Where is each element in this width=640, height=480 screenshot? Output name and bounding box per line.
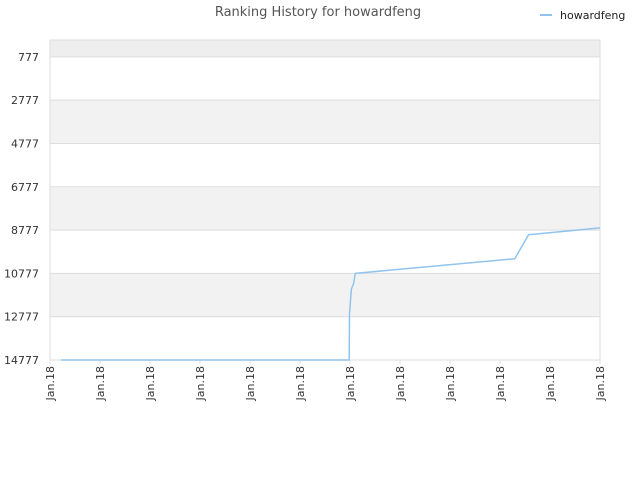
plot-band [50, 143, 600, 187]
y-tick-label: 8777 [11, 224, 39, 237]
y-tick-label: 6777 [11, 181, 39, 194]
legend[interactable]: howardfeng [540, 9, 625, 22]
plot-band [50, 100, 600, 144]
y-tick-label: 14777 [4, 354, 39, 367]
y-tick-label: 12777 [4, 311, 39, 324]
plot-band [50, 56, 600, 101]
x-tick-label: Jan.18 [44, 366, 57, 401]
x-tick-label: Jan.18 [144, 366, 157, 401]
y-tick-label: 2777 [11, 94, 39, 107]
plot-band [50, 273, 600, 317]
plot-bands [50, 40, 600, 360]
y-tick-label: 777 [18, 51, 39, 64]
y-axis-ticks: 777 2777 4777 6777 8777 10777 12777 14777 [4, 51, 39, 367]
plot-band [50, 40, 600, 57]
series-line-howardfeng [61, 227, 601, 361]
x-tick-label: Jan.18 [594, 366, 607, 401]
chart-title: Ranking History for howardfeng [215, 5, 421, 20]
plot-band [50, 316, 600, 360]
x-axis-ticks: Jan.18 Jan.18 Jan.18 Jan.18 Jan.18 Jan.18 Jan.… [44, 360, 607, 401]
x-tick-label: Jan.18 [494, 366, 507, 401]
y-tick-label: 4777 [11, 137, 39, 150]
x-tick-label: Jan.18 [444, 366, 457, 401]
plot-band [50, 230, 600, 274]
legend-label: howardfeng [560, 9, 625, 22]
x-tick-label: Jan.18 [94, 366, 107, 401]
x-tick-label: Jan.18 [544, 366, 557, 401]
plot-band [50, 186, 600, 231]
y-tick-label: 10777 [4, 267, 39, 280]
x-tick-label: Jan.18 [394, 366, 407, 401]
x-tick-label: Jan.18 [294, 366, 307, 401]
x-tick-label: Jan.18 [344, 366, 357, 401]
x-tick-label: Jan.18 [244, 366, 257, 401]
series-layer [61, 227, 601, 361]
x-tick-label: Jan.18 [194, 366, 207, 401]
